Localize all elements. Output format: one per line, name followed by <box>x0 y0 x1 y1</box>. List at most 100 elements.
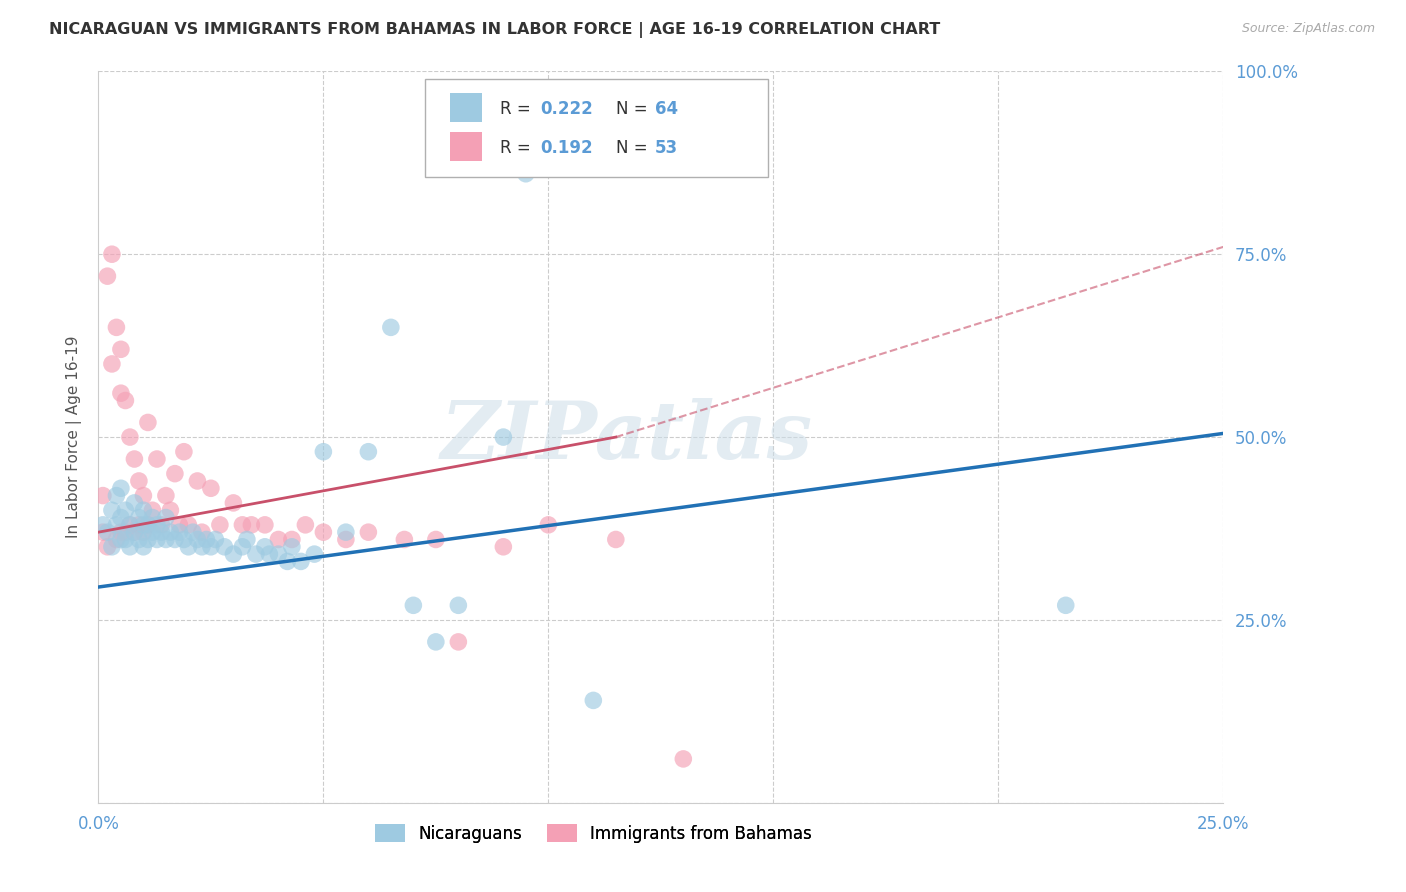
Point <box>146 533 169 547</box>
Text: 53: 53 <box>655 139 678 157</box>
Point <box>195 533 218 547</box>
Point <box>245 547 267 561</box>
Text: Source: ZipAtlas.com: Source: ZipAtlas.com <box>1241 22 1375 36</box>
Point <box>132 540 155 554</box>
Point <box>110 343 132 357</box>
Point <box>136 533 159 547</box>
Point <box>163 533 186 547</box>
Point <box>169 517 191 532</box>
Point <box>118 540 141 554</box>
Point <box>267 547 290 561</box>
Point <box>141 525 163 540</box>
Text: R =: R = <box>501 139 536 157</box>
Point <box>402 599 425 613</box>
Point <box>155 533 177 547</box>
Point <box>91 517 114 532</box>
Point <box>281 533 304 547</box>
Point <box>132 503 155 517</box>
Point <box>253 540 276 554</box>
Point <box>101 247 124 261</box>
Point <box>335 525 357 540</box>
Point <box>132 489 155 503</box>
Point <box>159 503 181 517</box>
Point <box>200 540 222 554</box>
Point <box>537 517 560 532</box>
Point <box>253 517 276 532</box>
Point <box>163 467 186 481</box>
Point <box>231 517 253 532</box>
Point <box>267 533 290 547</box>
Point <box>128 474 150 488</box>
Point <box>177 540 200 554</box>
Point <box>231 540 253 554</box>
Point <box>672 752 695 766</box>
Point <box>146 452 169 467</box>
Text: NICARAGUAN VS IMMIGRANTS FROM BAHAMAS IN LABOR FORCE | AGE 16-19 CORRELATION CHA: NICARAGUAN VS IMMIGRANTS FROM BAHAMAS IN… <box>49 22 941 38</box>
Bar <box>450 93 482 122</box>
Point <box>105 489 128 503</box>
Point <box>304 547 326 561</box>
Point <box>177 517 200 532</box>
Text: 0.222: 0.222 <box>540 100 593 118</box>
Point <box>173 533 195 547</box>
Point <box>159 525 181 540</box>
Point <box>560 152 582 166</box>
Legend: Nicaraguans, Immigrants from Bahamas: Nicaraguans, Immigrants from Bahamas <box>368 818 818 849</box>
Point <box>96 540 118 554</box>
Point <box>204 533 226 547</box>
Point <box>394 533 416 547</box>
Point <box>91 489 114 503</box>
Point <box>128 510 150 524</box>
Point <box>214 540 236 554</box>
Point <box>605 533 627 547</box>
Point <box>132 517 155 532</box>
Point <box>118 517 141 532</box>
Point <box>146 517 169 532</box>
Point <box>312 444 335 458</box>
Point <box>380 320 402 334</box>
Point <box>124 496 146 510</box>
Point <box>101 357 124 371</box>
Point <box>155 510 177 524</box>
Point <box>128 533 150 547</box>
Point <box>208 517 231 532</box>
Point <box>357 444 380 458</box>
Point <box>186 474 208 488</box>
Point <box>141 503 163 517</box>
Text: R =: R = <box>501 100 536 118</box>
Point <box>191 540 214 554</box>
Point <box>110 533 132 547</box>
Point <box>447 635 470 649</box>
Point <box>136 416 159 430</box>
Point <box>447 599 470 613</box>
Point <box>582 693 605 707</box>
Point <box>114 525 136 540</box>
Point <box>492 430 515 444</box>
Point <box>105 320 128 334</box>
Point <box>200 481 222 495</box>
Point <box>114 503 136 517</box>
Point <box>276 554 298 568</box>
Point <box>114 533 136 547</box>
Point <box>136 517 159 532</box>
Point <box>110 386 132 401</box>
Point <box>236 533 259 547</box>
Text: N =: N = <box>616 139 652 157</box>
Point <box>186 533 208 547</box>
Point <box>281 540 304 554</box>
Point <box>169 525 191 540</box>
Point <box>110 510 132 524</box>
Point <box>124 452 146 467</box>
Point <box>118 517 141 532</box>
Y-axis label: In Labor Force | Age 16-19: In Labor Force | Age 16-19 <box>66 335 82 539</box>
Point <box>150 517 173 532</box>
Point <box>132 525 155 540</box>
FancyBboxPatch shape <box>425 78 768 178</box>
Point <box>128 517 150 532</box>
Point <box>110 481 132 495</box>
Point <box>191 525 214 540</box>
Point <box>105 533 128 547</box>
Point <box>290 554 312 568</box>
Point <box>222 547 245 561</box>
Point <box>105 517 128 532</box>
